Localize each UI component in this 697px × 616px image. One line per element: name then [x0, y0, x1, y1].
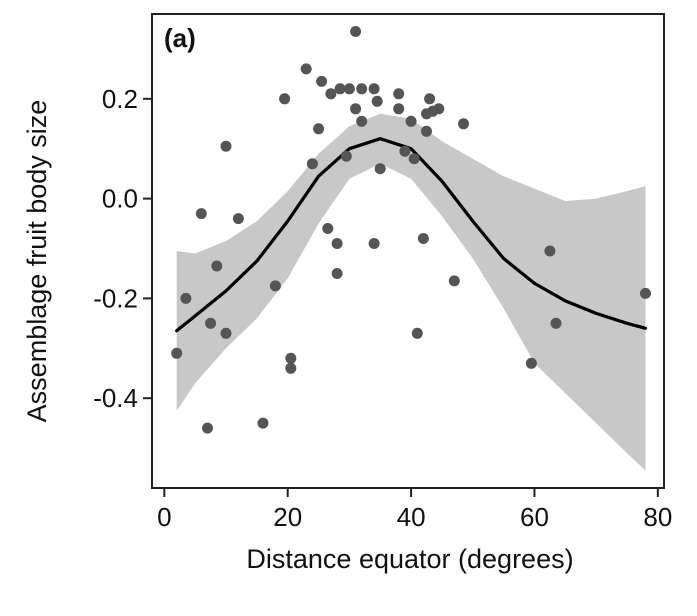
data-point — [285, 362, 297, 374]
data-point — [368, 238, 380, 249]
data-point — [322, 223, 334, 234]
data-point — [331, 238, 343, 249]
data-point — [374, 163, 386, 175]
data-point — [232, 213, 244, 225]
data-point — [279, 93, 291, 105]
y-tick-label: 0.0 — [102, 184, 138, 214]
data-point — [421, 125, 432, 137]
x-axis-ticks: 0 20 40 60 80 — [157, 488, 672, 532]
y-tick-label: 0.2 — [102, 84, 138, 114]
data-point — [458, 118, 469, 130]
data-point — [433, 103, 445, 115]
data-point — [171, 347, 183, 359]
data-point — [313, 123, 325, 135]
data-point — [306, 158, 318, 170]
x-tick-label: 20 — [273, 502, 302, 532]
y-tick-label: -0.2 — [93, 283, 138, 313]
data-point — [269, 280, 281, 292]
data-point — [300, 63, 312, 75]
data-point — [202, 422, 213, 434]
data-point — [393, 88, 405, 100]
data-point — [550, 317, 562, 329]
confidence-band-layer — [176, 113, 646, 471]
data-point — [350, 103, 362, 115]
data-point — [448, 275, 460, 287]
data-point — [340, 150, 352, 162]
x-tick-label: 80 — [643, 502, 672, 532]
data-point — [399, 145, 411, 157]
data-point — [180, 292, 192, 304]
data-point — [408, 153, 420, 165]
data-point — [544, 245, 556, 257]
data-point — [331, 268, 343, 279]
x-tick-label: 60 — [520, 502, 549, 532]
data-point — [368, 83, 380, 95]
data-points-layer — [171, 26, 651, 434]
confidence-band — [176, 113, 646, 471]
data-point — [205, 317, 217, 329]
fit-curve — [175, 137, 648, 333]
data-point — [350, 26, 362, 37]
data-point — [405, 115, 417, 127]
data-point — [316, 75, 328, 87]
data-point — [525, 357, 537, 369]
y-axis-ticks: 0.2 0.0 -0.2 -0.4 — [93, 84, 152, 413]
data-point — [195, 208, 207, 220]
data-point — [640, 287, 651, 299]
data-point — [356, 115, 368, 127]
data-point — [257, 417, 269, 429]
data-point — [417, 233, 429, 244]
x-tick-label: 0 — [157, 502, 171, 532]
x-axis-title: Distance equator (degrees) — [246, 544, 573, 574]
data-point — [371, 95, 383, 107]
x-tick-label: 40 — [397, 502, 426, 532]
data-point — [285, 352, 297, 364]
data-point — [325, 88, 337, 100]
y-axis-title: Assemblage fruit body size — [22, 100, 52, 423]
data-point — [211, 260, 223, 272]
data-point — [393, 103, 405, 115]
data-point — [356, 83, 368, 95]
data-point — [334, 83, 346, 95]
fit-curve-layer — [175, 137, 648, 333]
data-point — [343, 83, 355, 95]
data-point — [220, 327, 232, 339]
plot-frame — [151, 13, 665, 489]
data-point — [411, 327, 423, 339]
y-tick-label: -0.4 — [93, 383, 138, 413]
data-point — [424, 93, 436, 105]
panel-label: (a) — [164, 23, 196, 53]
data-point — [220, 140, 232, 152]
